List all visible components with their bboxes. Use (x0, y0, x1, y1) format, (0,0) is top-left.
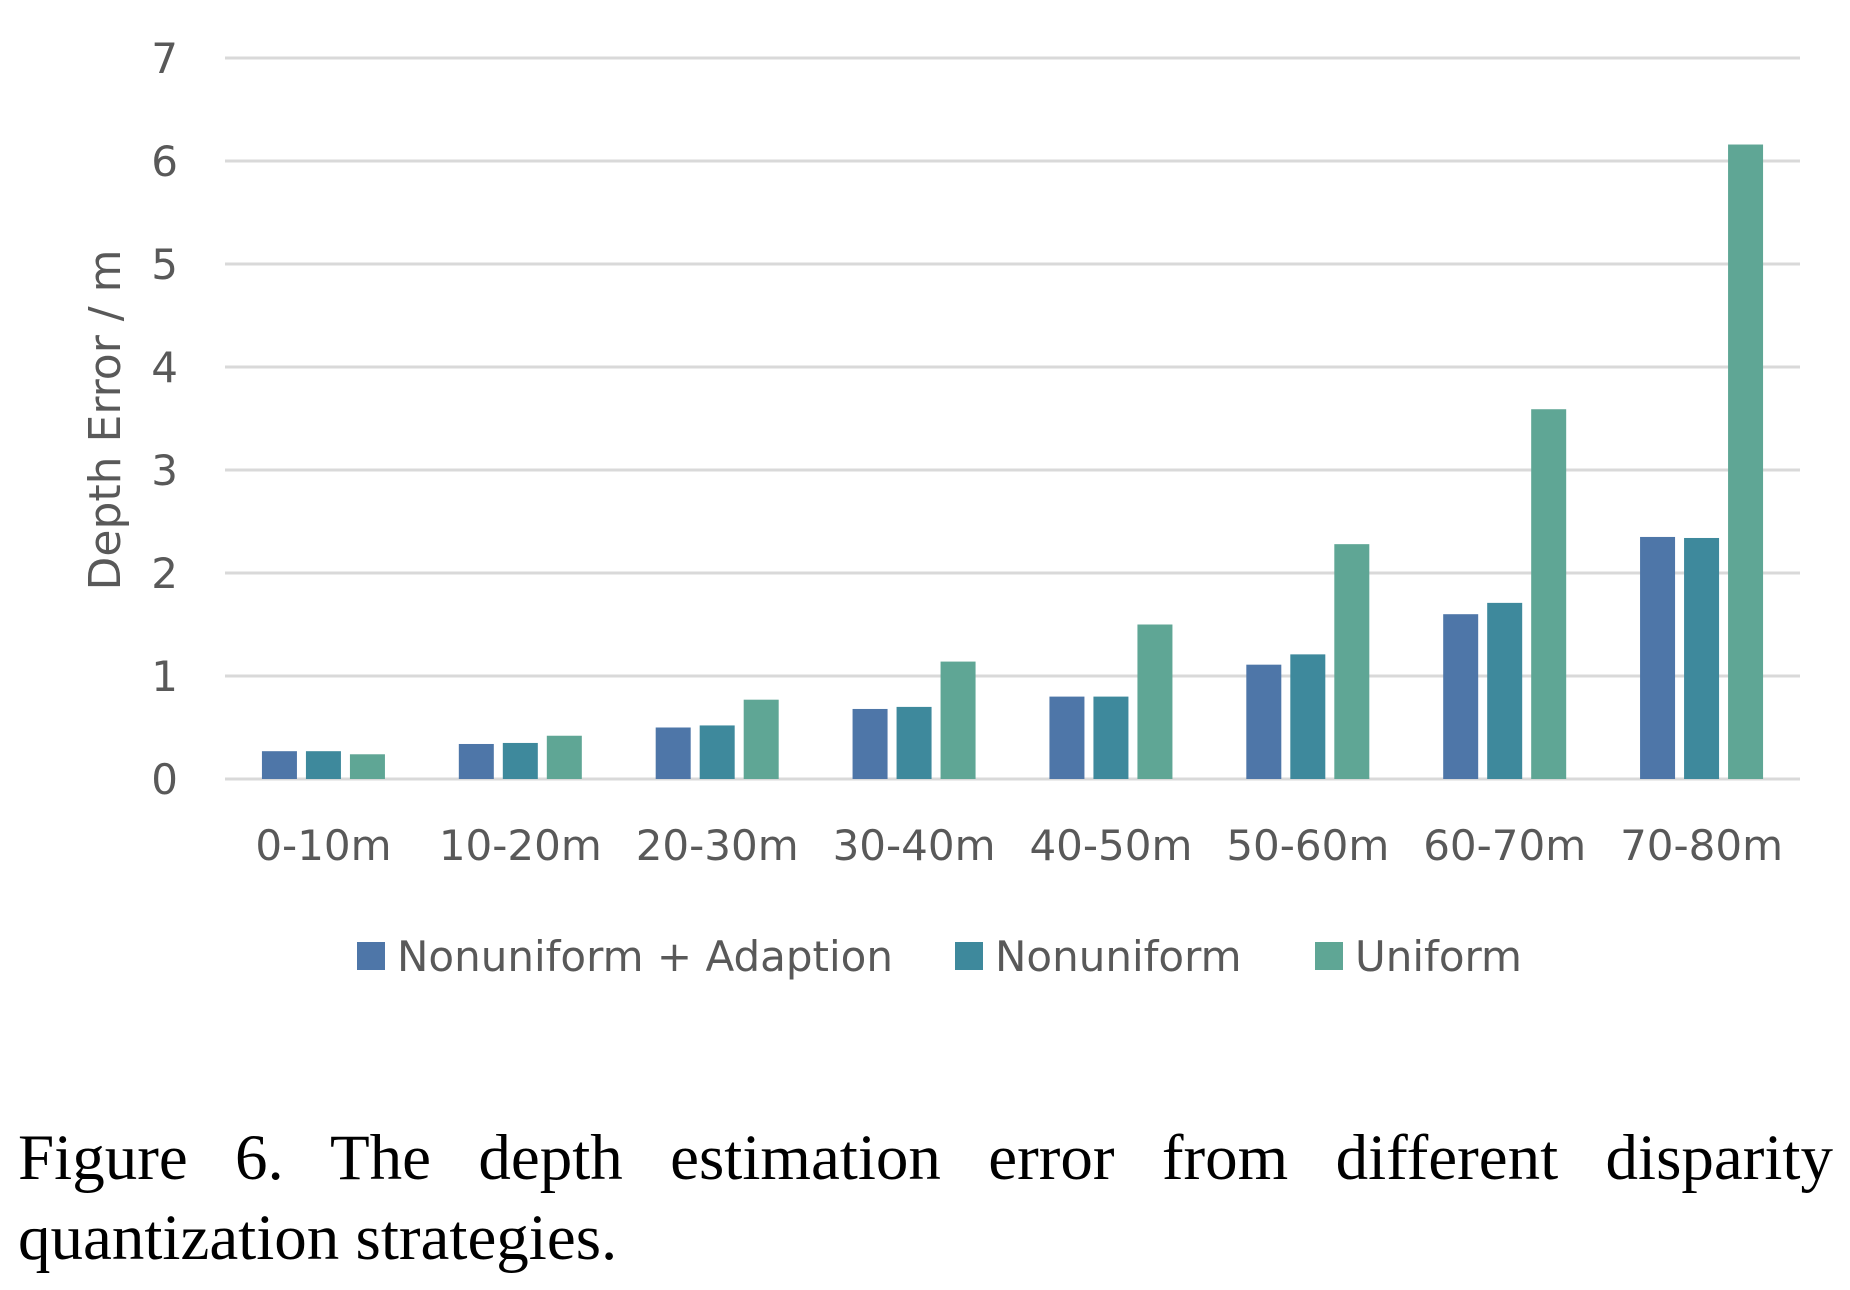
x-tick-label: 40-50m (1029, 821, 1192, 870)
bar (852, 708, 888, 779)
y-tick-label: 3 (151, 446, 178, 495)
bar (1531, 409, 1567, 779)
bar (1246, 664, 1282, 779)
x-tick-label: 10-20m (439, 821, 602, 870)
bar (743, 699, 779, 779)
y-tick-label: 0 (151, 755, 178, 804)
bar (1443, 614, 1479, 779)
y-tick-label: 6 (151, 137, 178, 186)
y-tick-label: 1 (151, 652, 178, 701)
bar (1093, 696, 1129, 779)
y-tick-labels: 0 1 2 3 4 5 6 7 (151, 34, 178, 804)
x-tick-label: 0-10m (255, 821, 391, 870)
y-axis-title: Depth Error / m (80, 250, 131, 591)
bar-chart: 0 1 2 3 4 5 6 7 0-10m 10-20m 20-30m 30-40m 40-50m 50… (80, 34, 1800, 981)
y-tick-label: 7 (151, 34, 178, 83)
x-tick-labels: 0-10m 10-20m 20-30m 30-40m 40-50m 50-60m 60-70… (255, 821, 1783, 870)
legend-swatch (955, 942, 983, 970)
bar (546, 735, 582, 779)
x-tick-label: 70-80m (1620, 821, 1783, 870)
x-tick-label: 60-70m (1423, 821, 1586, 870)
legend-label: Uniform (1355, 932, 1522, 981)
bar (1049, 696, 1085, 779)
legend-swatch (1315, 942, 1343, 970)
legend-label: Nonuniform + Adaption (397, 932, 893, 981)
bar (1684, 537, 1720, 779)
bar (1640, 536, 1676, 779)
bar (349, 754, 385, 779)
x-tick-label: 20-30m (636, 821, 799, 870)
bar (1728, 144, 1764, 779)
bar (1290, 654, 1326, 779)
figure-caption: Figure 6. The depth estimation error fro… (18, 1122, 1833, 1274)
bars (261, 144, 1764, 779)
bar (502, 742, 538, 779)
y-tick-label: 2 (151, 549, 178, 598)
bar (896, 706, 932, 779)
x-tick-label: 30-40m (833, 821, 996, 870)
legend-label: Nonuniform (995, 932, 1242, 981)
bar (655, 727, 691, 779)
bar (305, 751, 341, 779)
bar (1334, 544, 1370, 779)
y-tick-label: 5 (151, 240, 178, 289)
legend: Nonuniform + Adaption Nonuniform Uniform (357, 932, 1522, 981)
legend-swatch (357, 942, 385, 970)
bar (458, 743, 494, 779)
bar (1137, 624, 1173, 779)
bar (1487, 602, 1523, 779)
y-tick-label: 4 (151, 343, 178, 392)
x-tick-label: 50-60m (1226, 821, 1389, 870)
bar (261, 751, 297, 779)
bar (940, 661, 976, 779)
bar (699, 725, 735, 779)
gridlines (225, 56, 1800, 781)
